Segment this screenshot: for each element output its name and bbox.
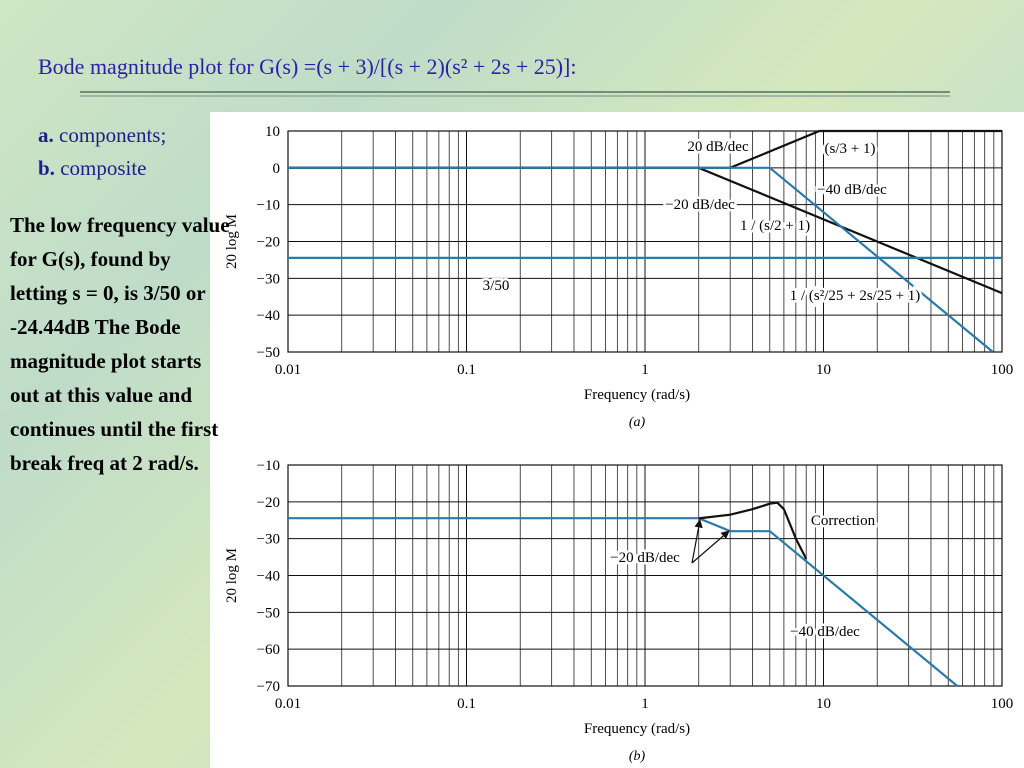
x-tick-label: 0.1 [457,362,476,378]
annotation: −40 dB/dec [790,624,860,640]
caption: (a) [629,415,646,430]
y-tick-label: −70 [257,679,280,695]
series-line [288,517,959,687]
arrow [691,530,730,564]
series-line [288,166,994,353]
y-tick-label: −10 [257,458,280,474]
y-axis-label: 20 log M [224,548,240,603]
item: b. composite [38,156,147,180]
y-tick-label: −30 [257,271,280,287]
annotation: −20 dB/dec [665,197,735,213]
x-tick-label: 0.1 [457,696,476,712]
arrow [691,519,703,564]
y-tick-label: −10 [257,198,280,214]
annotation: −40 dB/dec [817,182,887,198]
y-tick-label: −40 [257,308,280,324]
series-label: (s/3 + 1) [825,141,876,157]
x-tick-label: 0.01 [275,362,301,378]
x-tick-label: 10 [816,362,831,378]
x-tick-label: 100 [991,696,1014,712]
item: a. components; [38,123,166,147]
y-tick-label: 0 [273,161,281,177]
y-axis-label: 20 log M [224,214,240,269]
x-tick-label: 1 [641,362,649,378]
y-tick-label: −20 [257,495,280,511]
item-text: components; [59,123,166,147]
annotation: 20 dB/dec [687,139,749,155]
y-tick-label: −50 [257,605,280,621]
y-tick-label: −40 [257,569,280,585]
series-label: Correction [811,513,876,529]
note: The low frequency value for G(s), found … [10,213,230,475]
series-label: 3/50 [483,278,510,294]
y-tick-label: 10 [265,124,280,140]
x-tick-label: 100 [991,362,1014,378]
x-axis-label: Frequency (rad/s) [584,387,690,403]
item-text: composite [60,156,146,180]
y-tick-label: −30 [257,532,280,548]
item-letter: b. [38,156,55,180]
slide-title: Bode magnitude plot for G(s) =(s + 3)/[(… [38,54,577,79]
x-tick-label: 10 [816,696,831,712]
x-axis-label: Frequency (rad/s) [584,721,690,737]
x-tick-label: 1 [641,696,649,712]
y-tick-label: −60 [257,642,280,658]
series-line [698,501,808,560]
series-label: 1 / (s²/25 + 2s/25 + 1) [790,288,921,304]
item-letter: a. [38,123,54,147]
x-tick-label: 0.01 [275,696,301,712]
y-tick-label: −20 [257,235,280,251]
y-tick-label: −50 [257,345,280,361]
caption: (b) [629,749,646,764]
series-label: 1 / (s/2 + 1) [740,218,810,234]
annotation: −20 dB/dec [610,550,680,566]
